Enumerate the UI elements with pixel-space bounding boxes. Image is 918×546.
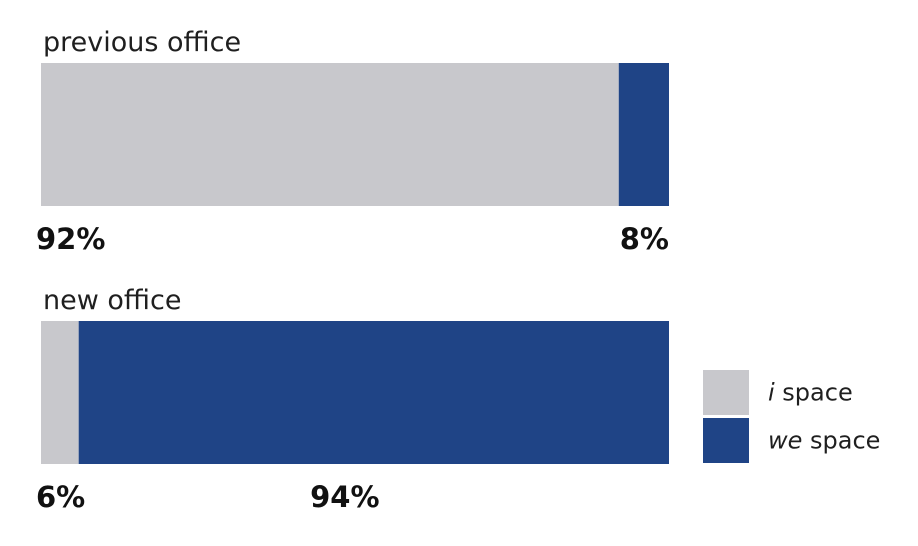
bar-segment-we-space [78,321,670,464]
bar-row-new-office: new office 6% 94% [36,285,670,514]
pct-label: 92% [36,222,105,256]
pct-label: 6% [36,480,85,514]
legend-label-rest: space [802,427,880,455]
bar-segment-i-space [41,321,79,464]
bar-segment-i-space [41,63,619,206]
bar-row-previous-office: previous office 92% 8% [36,27,669,256]
pct-label: 8% [620,222,669,256]
legend-label-italic: we [768,427,802,455]
legend-label-rest: space [775,379,853,407]
legend-label: i space [768,379,853,407]
legend-swatch [703,418,749,463]
legend-swatch [703,370,749,415]
pct-label: 94% [310,480,379,514]
chart-rows: previous office 92% 8% new office 6% 94% [36,27,670,514]
legend-label-italic: i [768,379,775,407]
bar-segment-we-space [618,63,669,206]
row-title: new office [43,285,181,316]
legend-item-we-space: we space [703,418,880,463]
legend-label: we space [768,427,880,455]
row-title: previous office [43,27,241,58]
legend-item-i-space: i space [703,370,853,415]
